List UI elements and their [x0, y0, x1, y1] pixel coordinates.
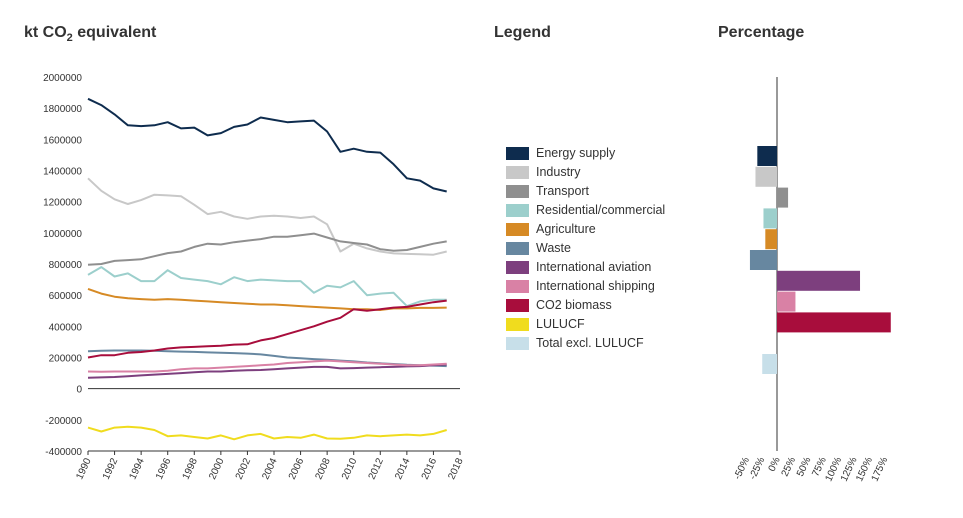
- y-tick-label: -400000: [45, 447, 82, 458]
- y-tick-label: 1000000: [43, 229, 82, 240]
- y-tick-label: 2000000: [43, 73, 82, 84]
- bar-transport: [777, 187, 789, 208]
- legend-item[interactable]: Energy supply: [506, 145, 615, 161]
- bar-co2-biomass: [777, 312, 891, 333]
- bar-waste: [749, 250, 777, 270]
- x-tick-label: 2000: [207, 456, 227, 481]
- title-suffix: equivalent: [72, 24, 157, 41]
- line-chart: 2000000180000016000001400000120000010000…: [43, 73, 466, 481]
- bar-total-excl-lulucf: [762, 354, 777, 374]
- x-tick-label: 2014: [393, 456, 413, 481]
- legend-item[interactable]: International aviation: [506, 259, 651, 275]
- y-tick-label: 1800000: [43, 104, 82, 115]
- bar-residential-commercial: [763, 208, 777, 229]
- x-tick-label: 2012: [367, 456, 387, 481]
- series-line-transport: [87, 232, 447, 266]
- series-line-energy-supply: [87, 97, 447, 193]
- legend-swatch: [506, 279, 529, 293]
- legend-swatch: [506, 165, 529, 179]
- legend-label: International aviation: [536, 260, 652, 274]
- legend-swatch: [506, 222, 529, 236]
- y-tick-label: 800000: [49, 260, 83, 271]
- x-tick-label: 2006: [287, 456, 307, 481]
- legend-item[interactable]: Waste: [506, 240, 571, 256]
- series-line-co2-biomass: [87, 299, 447, 359]
- legend-label: Transport: [536, 184, 590, 198]
- legend-swatch: [506, 146, 529, 160]
- legend-item[interactable]: CO2 biomass: [506, 297, 612, 313]
- title-subscript: 2: [66, 32, 73, 45]
- x-tick-label: 1994: [127, 456, 147, 481]
- legend-label: Agriculture: [536, 222, 596, 236]
- legend-label: Total excl. LULUCF: [536, 336, 644, 350]
- y-tick-label: 1200000: [43, 198, 82, 209]
- series-line-industry: [87, 177, 447, 256]
- legend-heading: Legend: [494, 24, 551, 41]
- legend-label: CO2 biomass: [536, 298, 612, 312]
- x-tick-label: 2002: [234, 456, 254, 481]
- bar-international-aviation: [777, 270, 861, 291]
- series-line-lulucf: [87, 425, 447, 441]
- x-tick-label: 1992: [101, 456, 121, 481]
- y-tick-label: -200000: [45, 416, 82, 427]
- bar-energy-supply: [757, 146, 777, 166]
- legend-swatch: [506, 241, 529, 255]
- x-tick-label: -25%: [748, 456, 768, 482]
- legend-item[interactable]: Total excl. LULUCF: [506, 335, 644, 351]
- y-tick-label: 200000: [49, 354, 83, 365]
- x-tick-label: 2018: [446, 456, 466, 481]
- legend-label: International shipping: [536, 279, 655, 293]
- legend-swatch: [506, 184, 529, 198]
- legend-label: Residential/commercial: [536, 203, 666, 217]
- series-line-international-aviation: [87, 363, 447, 379]
- legend-item[interactable]: Agriculture: [506, 221, 596, 237]
- legend-item[interactable]: Residential/commercial: [506, 202, 665, 218]
- legend-item[interactable]: Industry: [506, 164, 580, 180]
- percentage-bar-chart: -50%-25% 0%25%50%75%100%125%150%175%: [732, 77, 891, 483]
- legend-label: Energy supply: [536, 146, 616, 160]
- bar-industry: [755, 166, 777, 187]
- series-line-international-shipping: [87, 359, 447, 373]
- legend-label: Industry: [536, 165, 581, 179]
- legend-item[interactable]: International shipping: [506, 278, 655, 294]
- legend-swatch: [506, 336, 529, 350]
- x-tick-label: 1990: [74, 456, 94, 481]
- line-chart-title: kt CO2 equivalent: [24, 24, 156, 44]
- bar-international-shipping: [777, 291, 796, 312]
- y-tick-label: 1400000: [43, 167, 82, 178]
- legend-swatch: [506, 317, 529, 331]
- x-tick-label: 1998: [181, 456, 201, 481]
- x-tick-label: 2008: [313, 456, 333, 481]
- x-tick-label: 2004: [260, 456, 280, 481]
- x-tick-label: 1996: [154, 456, 174, 481]
- legend-swatch: [506, 298, 529, 312]
- percentage-heading: Percentage: [718, 24, 805, 41]
- legend-swatch: [506, 260, 529, 274]
- x-tick-label: 2016: [420, 456, 440, 481]
- legend-label: Waste: [536, 241, 571, 255]
- title-prefix: kt CO: [24, 24, 67, 41]
- series-line-residential-commercial: [87, 266, 447, 308]
- legend-swatch: [506, 203, 529, 217]
- legend-item[interactable]: Transport: [506, 183, 589, 199]
- legend-label: LULUCF: [536, 317, 585, 331]
- legend-item[interactable]: LULUCF: [506, 316, 585, 332]
- bar-agriculture: [765, 229, 777, 250]
- x-tick-label: 2010: [340, 456, 360, 481]
- y-tick-label: 600000: [49, 291, 83, 302]
- y-tick-label: 1600000: [43, 135, 82, 146]
- y-tick-label: 0: [76, 385, 82, 396]
- y-tick-label: 400000: [49, 322, 83, 333]
